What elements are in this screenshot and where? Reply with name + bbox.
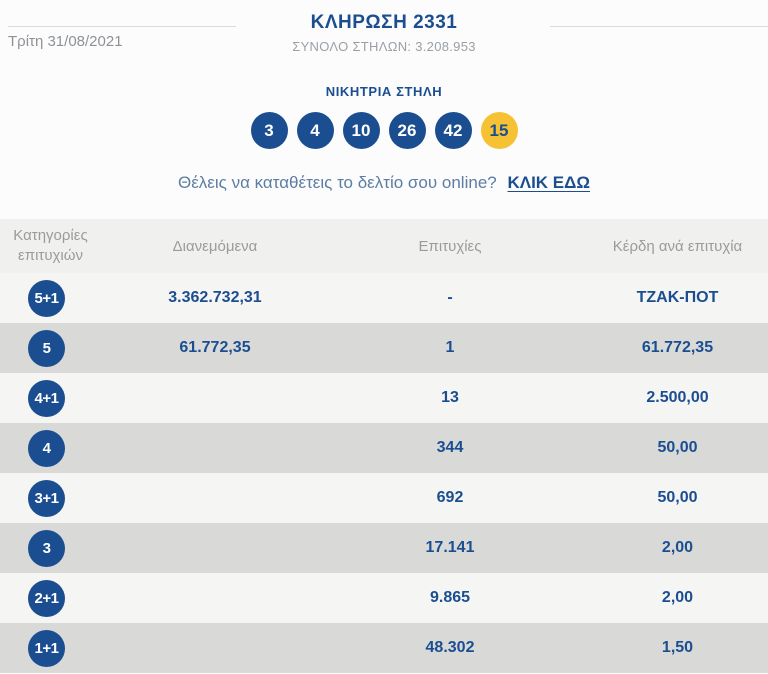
- wins-cell: 48.302: [425, 639, 475, 656]
- header-category: Κατηγορίες επιτυχιών: [13, 226, 88, 264]
- wins-cell: -: [447, 289, 453, 306]
- prize-cell: 2,00: [661, 589, 694, 606]
- category-badge: 3: [28, 529, 65, 567]
- category-badge: 4+1: [28, 379, 65, 417]
- category-cell: 2+1: [0, 579, 95, 617]
- prize-cell: 50,00: [657, 489, 698, 506]
- prize-categories-table: Κατηγορίες επιτυχιών Διανεμόμενα Επιτυχί…: [0, 219, 768, 673]
- prize-cell: 50,00: [657, 439, 698, 456]
- online-submit-text: Θέλεις να καταθέτεις το δελτίο σου onlin…: [178, 173, 497, 192]
- wins-cell: 13: [441, 389, 459, 406]
- distributed-cell: 3.362.732,31: [168, 289, 262, 306]
- total-columns-label: ΣΥΝΟΛΟ ΣΤΗΛΩΝ: 3.208.953: [292, 39, 476, 54]
- prize-cell: ΤΖΑΚ-ΠΟΤ: [636, 289, 719, 306]
- joker-number-ball: 15: [480, 112, 518, 149]
- table-row: 4+1 13 2.500,00: [0, 373, 768, 423]
- winning-numbers: 3 4 10 26 42 15: [0, 112, 768, 149]
- table-row: 3+1 692 50,00: [0, 473, 768, 523]
- wins-cell: 17.141: [425, 539, 475, 556]
- prize-cell: 61.772,35: [641, 339, 714, 356]
- online-submit-line: Θέλεις να καταθέτεις το δελτίο σου onlin…: [0, 173, 768, 193]
- category-badge: 5+1: [28, 279, 65, 317]
- draw-title: ΚΛΗΡΩΣΗ 2331: [310, 12, 458, 33]
- category-badge: 1+1: [28, 629, 65, 667]
- winning-number-ball: 4: [296, 112, 334, 149]
- wins-cell: 344: [436, 439, 464, 456]
- table-row: 5 61.772,35 1 61.772,35: [0, 323, 768, 373]
- table-row: 5+1 3.362.732,31 - ΤΖΑΚ-ΠΟΤ: [0, 273, 768, 323]
- header-divider-left: [8, 26, 236, 27]
- category-badge: 2+1: [28, 579, 65, 617]
- distributed-cell: 61.772,35: [179, 339, 251, 356]
- header-wins: Επιτυχίες: [418, 237, 482, 255]
- page-header: ΚΛΗΡΩΣΗ 2331 ΣΥΝΟΛΟ ΣΤΗΛΩΝ: 3.208.953 Τρ…: [0, 0, 768, 60]
- header-divider-right: [550, 26, 768, 27]
- wins-cell: 692: [436, 489, 464, 506]
- click-here-link[interactable]: ΚΛΙΚ ΕΔΩ: [507, 173, 590, 192]
- category-cell: 5+1: [0, 279, 95, 317]
- category-cell: 1+1: [0, 629, 95, 667]
- table-row: 1+1 48.302 1,50: [0, 623, 768, 673]
- category-cell: 4: [0, 429, 95, 467]
- category-badge: 3+1: [28, 479, 65, 517]
- table-body: 5+1 3.362.732,31 - ΤΖΑΚ-ΠΟΤ 5 61.772,35 1 61.77…: [0, 273, 768, 673]
- table-row: 4 344 50,00: [0, 423, 768, 473]
- draw-date: Τρίτη 31/08/2021: [8, 33, 123, 50]
- table-header-row: Κατηγορίες επιτυχιών Διανεμόμενα Επιτυχί…: [0, 219, 768, 273]
- table-row: 3 17.141 2,00: [0, 523, 768, 573]
- winning-number-ball: 10: [342, 112, 380, 149]
- category-cell: 3+1: [0, 479, 95, 517]
- winning-numbers-section: ΝΙΚΗΤΡΙΑ ΣΤΗΛΗ 3 4 10 26 42 15: [0, 84, 768, 149]
- wins-cell: 1: [445, 339, 455, 356]
- winning-number-ball: 3: [250, 112, 288, 149]
- prize-cell: 2,00: [661, 539, 694, 556]
- table-row: 2+1 9.865 2,00: [0, 573, 768, 623]
- winning-number-ball: 26: [388, 112, 426, 149]
- header-prize: Κέρδη ανά επιτυχία: [612, 237, 743, 255]
- header-distributed: Διανεμόμενα: [172, 237, 258, 255]
- category-cell: 3: [0, 529, 95, 567]
- category-badge: 5: [28, 329, 65, 367]
- category-cell: 4+1: [0, 379, 95, 417]
- category-badge: 4: [28, 429, 65, 467]
- prize-cell: 1,50: [661, 639, 694, 656]
- wins-cell: 9.865: [429, 589, 471, 606]
- winning-column-label: ΝΙΚΗΤΡΙΑ ΣΤΗΛΗ: [325, 84, 443, 99]
- prize-cell: 2.500,00: [646, 389, 709, 406]
- category-cell: 5: [0, 329, 95, 367]
- winning-number-ball: 42: [434, 112, 472, 149]
